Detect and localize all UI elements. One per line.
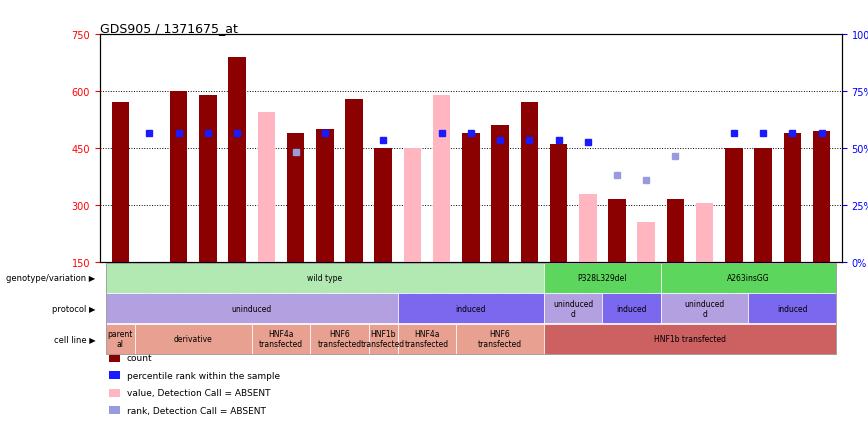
Text: wild type: wild type — [307, 274, 342, 283]
Bar — [316, 130, 333, 263]
Bar — [345, 99, 363, 263]
Text: cell line ▶: cell line ▶ — [54, 335, 95, 343]
Bar — [725, 148, 743, 263]
Bar — [696, 204, 713, 263]
Text: derivative: derivative — [174, 335, 213, 343]
Bar — [462, 133, 480, 263]
Text: parent
al: parent al — [108, 329, 133, 349]
Text: HNF1b
transfected: HNF1b transfected — [361, 329, 405, 349]
Bar — [286, 133, 305, 263]
Text: HNF6
transfected: HNF6 transfected — [318, 329, 361, 349]
Text: rank, Detection Call = ABSENT: rank, Detection Call = ABSENT — [127, 406, 266, 414]
Text: uninduced
d: uninduced d — [553, 299, 594, 318]
Bar — [521, 103, 538, 263]
Bar — [754, 148, 772, 263]
Text: count: count — [127, 354, 153, 362]
Text: value, Detection Call = ABSENT: value, Detection Call = ABSENT — [127, 388, 270, 397]
Bar — [549, 145, 568, 263]
Bar — [491, 126, 509, 263]
Text: HNF4a
transfected: HNF4a transfected — [405, 329, 449, 349]
Text: HNF4a
transfected: HNF4a transfected — [259, 329, 303, 349]
Text: P328L329del: P328L329del — [577, 274, 627, 283]
Text: GDS905 / 1371675_at: GDS905 / 1371675_at — [100, 22, 238, 35]
Text: HNF1b transfected: HNF1b transfected — [654, 335, 726, 343]
Bar — [199, 95, 217, 263]
Text: induced: induced — [616, 304, 647, 313]
Bar — [579, 194, 596, 263]
Text: genotype/variation ▶: genotype/variation ▶ — [6, 274, 95, 283]
Text: induced: induced — [777, 304, 807, 313]
Bar — [374, 148, 392, 263]
Text: percentile rank within the sample: percentile rank within the sample — [127, 371, 279, 380]
Bar — [784, 133, 801, 263]
Bar — [111, 103, 129, 263]
Bar — [404, 148, 421, 263]
Bar — [170, 92, 187, 263]
Bar — [812, 132, 831, 263]
Text: A263insGG: A263insGG — [727, 274, 770, 283]
Bar — [258, 112, 275, 263]
Bar — [637, 223, 655, 263]
Bar — [608, 200, 626, 263]
Bar — [433, 95, 450, 263]
Text: uninduced
d: uninduced d — [685, 299, 725, 318]
Text: HNF6
transfected: HNF6 transfected — [478, 329, 523, 349]
Bar — [667, 200, 684, 263]
Text: protocol ▶: protocol ▶ — [52, 304, 95, 313]
Text: uninduced: uninduced — [232, 304, 272, 313]
Bar — [228, 57, 246, 263]
Text: induced: induced — [456, 304, 486, 313]
